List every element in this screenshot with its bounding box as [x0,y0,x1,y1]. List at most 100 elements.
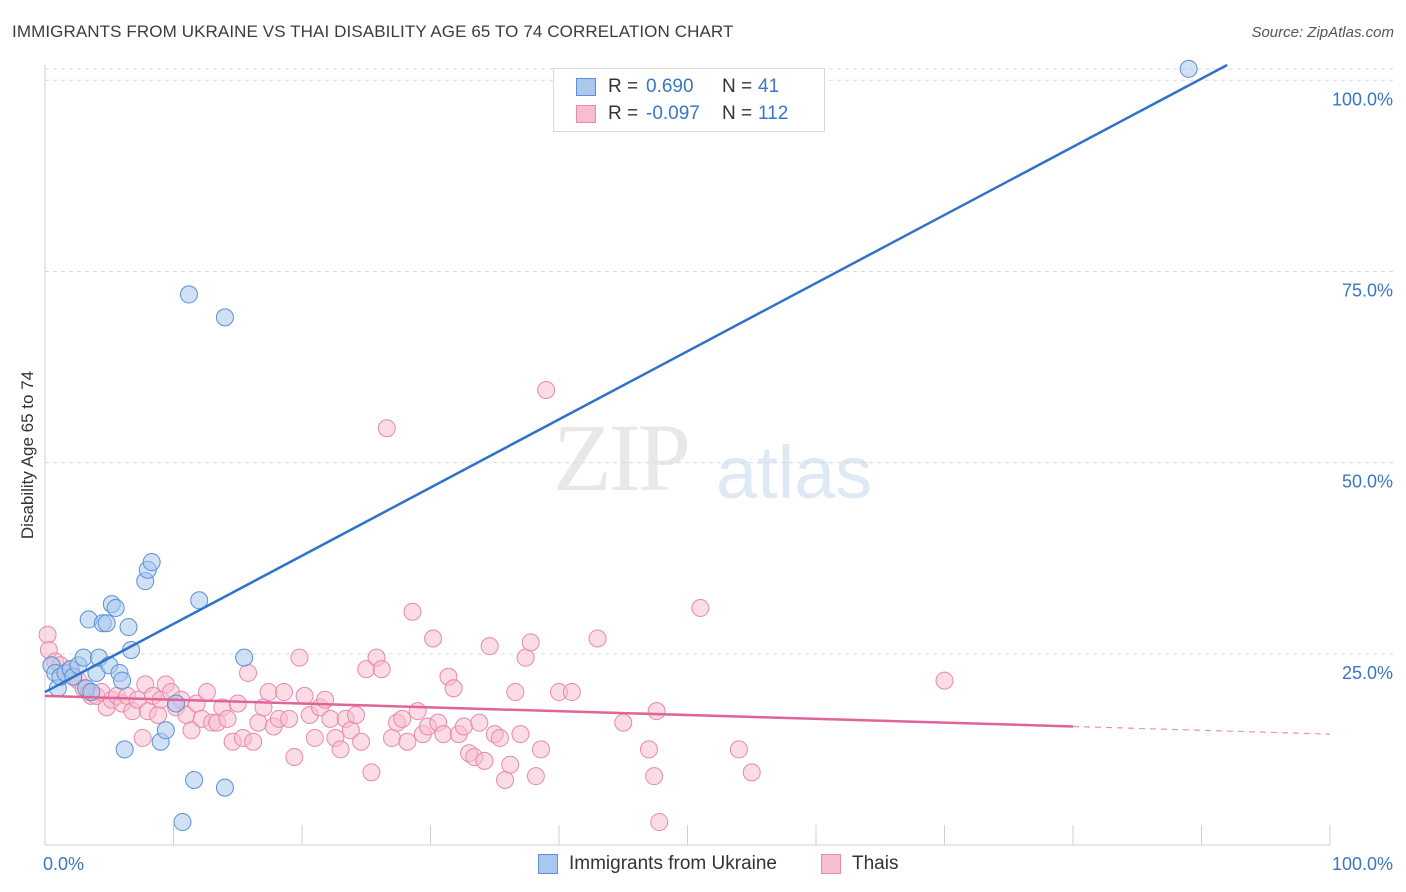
legend-swatch-blue [576,78,596,96]
ukraine-point [156,721,175,740]
thais-point [434,725,453,744]
y-tick-label: 50.0% [1342,472,1393,492]
thais-point [372,660,391,679]
thais-point [562,683,581,702]
x-tick-label: 0.0% [43,854,84,874]
thais-point [650,813,669,832]
thais-point [218,709,237,728]
ukraine-point [167,694,186,713]
thais-point [403,602,422,621]
thais-point [470,713,489,732]
ukraine-point [142,553,161,572]
thais-point [280,709,299,728]
watermark-zip: ZIP [553,404,691,511]
thais-point [496,771,515,789]
thais-point [511,725,530,744]
thais-point [537,381,556,399]
thais-point [647,702,666,721]
thais-point [228,694,247,713]
thais-point [742,763,761,782]
ukraine-point [235,648,254,667]
thais-point [305,728,324,747]
thais-point [316,690,335,709]
legend-swatch-pink [576,105,596,123]
ukraine-point [185,771,204,789]
legend-r-label: R = [608,103,639,124]
thais-point [444,679,463,698]
ukraine-point [113,671,132,690]
x-tick-label: 100.0% [1332,854,1393,874]
thais-point [729,740,748,759]
legend-n-value: 112 [758,103,789,124]
ukraine-point [190,591,209,610]
thais-point [244,732,263,751]
thais-point [532,740,551,759]
thais-point [614,713,633,732]
thais-point [362,763,381,782]
bottom-legend-swatch-blue [538,854,558,874]
ukraine-point [74,648,93,667]
thais-point [480,637,499,656]
ukraine-point [106,598,125,617]
legend-r-value: 0.690 [646,76,694,97]
thais-point [645,767,664,786]
axis-labels: 25.0% 50.0% 75.0% 100.0% 0.0% 100.0% Disabilit… [18,89,1393,874]
thais-point [382,728,401,747]
thais-point [588,629,607,648]
thais-point [501,755,520,774]
ukraine-point [115,740,134,759]
thais-point [331,740,350,759]
thais-point [197,683,216,702]
thais-point [490,728,509,747]
thais-point [295,686,314,705]
thais-point [249,713,268,732]
thais-point [424,629,443,648]
ukraine-point [119,618,138,637]
thais-point [398,732,417,751]
legend-row-thais: R = -0.097 N = 112 [576,101,788,127]
correlation-legend: R = 0.690 N = 41 R = -0.097 N = 112 [553,68,825,132]
thais-trendline [44,694,1074,728]
thais-point [285,748,304,767]
legend-r-label: R = [608,76,639,97]
axes [44,65,1331,846]
thais-point [321,709,340,728]
ukraine-point [1179,59,1198,78]
thais-point [275,683,294,702]
y-tick-label: 25.0% [1342,663,1393,683]
y-tick-label: 75.0% [1342,280,1393,300]
thais-point [639,740,658,759]
source-label: Source: ZipAtlas.com [1251,24,1394,41]
thais-point [526,767,545,786]
legend-n-value: 41 [758,76,780,97]
thais-point [133,728,152,747]
legend-r-value: -0.097 [646,103,700,124]
thais-point [239,663,258,682]
bottom-legend-label: Immigrants from Ukraine [569,853,777,874]
thais-point [516,648,535,667]
thais-point [408,702,427,721]
ukraine-point [215,778,234,797]
thais-point [38,625,57,644]
ukraine-point [215,308,234,327]
thais-point [346,706,365,724]
thais-point [149,706,168,724]
thais-point [377,419,396,438]
thais-point [393,709,412,728]
series-thais-points [38,381,954,832]
bottom-legend-swatch-pink [821,854,841,874]
legend-n-label: N = [722,76,753,97]
chart-title: IMMIGRANTS FROM UKRAINE VS THAI DISABILI… [12,22,734,41]
bottom-legend-ukraine: Immigrants from Ukraine [538,852,777,876]
thais-point [935,671,954,690]
y-axis-title: Disability Age 65 to 74 [18,371,37,539]
ukraine-point [173,813,192,832]
ukraine-point [179,285,198,304]
bottom-legend-thais: Thais [821,852,898,876]
thais-point [454,717,473,736]
watermark-atlas: atlas [716,431,873,514]
bottom-legend-label: Thais [852,853,899,874]
y-tick-label: 100.0% [1332,89,1393,109]
legend-row-ukraine: R = 0.690 N = 41 [576,74,779,100]
